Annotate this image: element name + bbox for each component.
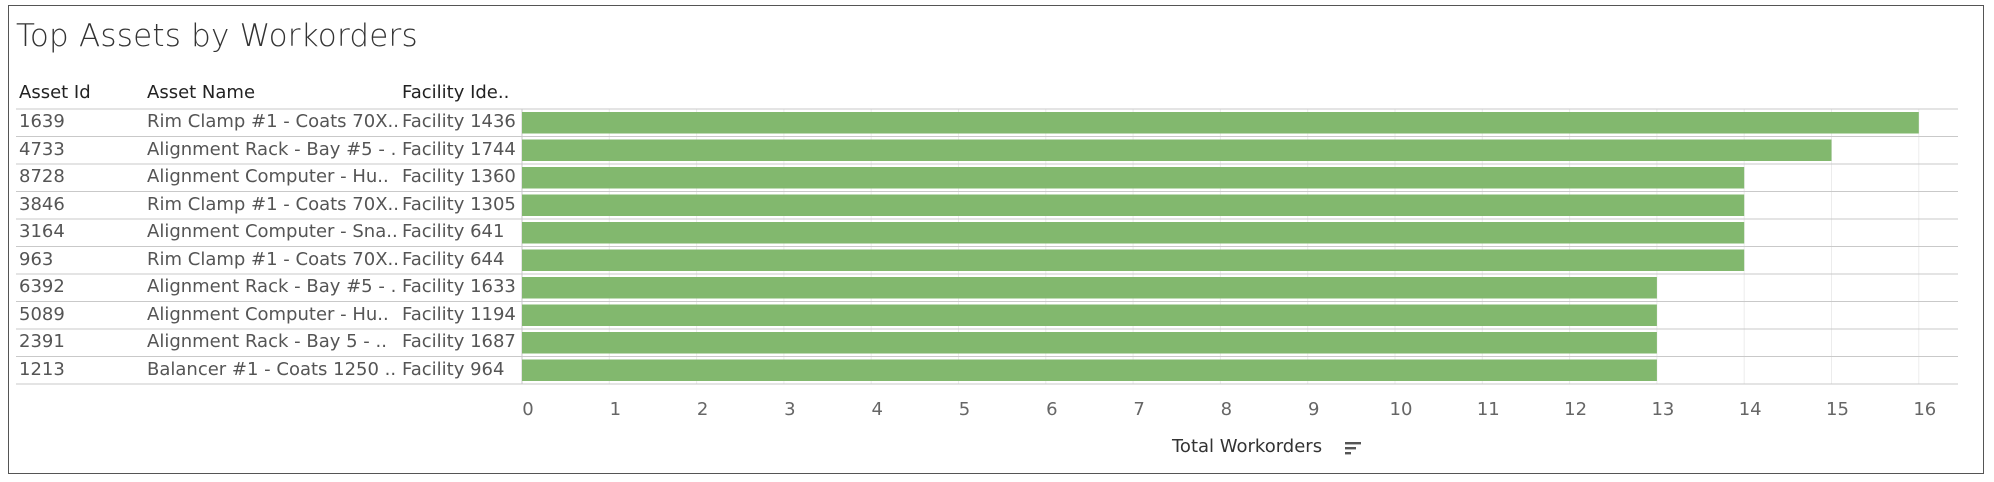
facility-cell: Facility 1436 — [402, 111, 516, 132]
asset-name-cell: Rim Clamp #1 - Coats 70X.. — [147, 248, 397, 270]
asset-name-cell: Balancer #1 - Coats 1250 .. — [147, 358, 397, 380]
x-tick-label: 2 — [697, 399, 708, 420]
asset-name-cell: Alignment Computer - Sna.. — [147, 221, 397, 242]
bar[interactable] — [522, 332, 1657, 354]
x-tick-label: 7 — [1133, 399, 1144, 420]
facility-cell: Facility 644 — [402, 248, 505, 270]
x-tick-label: 14 — [1739, 399, 1762, 420]
asset-name-cell: Alignment Rack - Bay 5 - .. — [147, 331, 387, 352]
x-tick-label: 0 — [522, 399, 533, 420]
asset-id-cell: 4733 — [19, 138, 65, 160]
x-tick-label: 12 — [1564, 399, 1587, 420]
asset-name-cell: Rim Clamp #1 - Coats 70X.. — [147, 193, 397, 215]
bar[interactable] — [522, 222, 1745, 244]
facility-cell: Facility 1194 — [402, 303, 516, 325]
bar[interactable] — [522, 139, 1832, 162]
column-header-asset-id[interactable]: Asset Id — [19, 82, 91, 103]
asset-name-cell: Alignment Computer - Hu.. — [147, 303, 389, 325]
x-tick-label: 9 — [1308, 399, 1319, 420]
x-tick-label: 15 — [1826, 399, 1849, 420]
x-tick-label: 16 — [1913, 399, 1936, 420]
x-tick-label: 5 — [959, 399, 970, 420]
bar[interactable] — [522, 359, 1657, 382]
bar[interactable] — [522, 167, 1745, 189]
asset-id-cell: 2391 — [19, 331, 65, 352]
facility-cell: Facility 1687 — [402, 331, 516, 352]
facility-cell: Facility 1633 — [402, 276, 516, 297]
x-tick-label: 6 — [1046, 399, 1057, 420]
column-header-facility[interactable]: Facility Ide.. — [402, 82, 510, 103]
facility-cell: Facility 1744 — [402, 138, 516, 160]
chart-title: Top Assets by Workorders — [16, 18, 418, 54]
asset-id-cell: 8728 — [19, 166, 65, 187]
asset-id-cell: 1213 — [19, 358, 65, 380]
asset-id-cell: 3846 — [19, 193, 65, 215]
asset-name-cell: Alignment Computer - Hu.. — [147, 166, 389, 187]
x-tick-label: 13 — [1651, 399, 1674, 420]
asset-name-cell: Alignment Rack - Bay #5 - .. — [147, 276, 397, 297]
bar[interactable] — [522, 194, 1745, 217]
asset-id-cell: 963 — [19, 248, 54, 270]
x-tick-label: 1 — [610, 399, 621, 420]
bar[interactable] — [522, 304, 1657, 327]
asset-id-cell: 1639 — [19, 111, 65, 132]
asset-id-cell: 6392 — [19, 276, 65, 297]
sort-descending-icon[interactable] — [1343, 440, 1363, 456]
x-tick-label: 8 — [1221, 399, 1232, 420]
facility-cell: Facility 964 — [402, 358, 505, 380]
column-header-asset-name[interactable]: Asset Name — [147, 82, 256, 103]
facility-cell: Facility 1305 — [402, 193, 516, 215]
bar[interactable] — [522, 277, 1657, 299]
x-tick-label: 3 — [784, 399, 795, 420]
x-tick-label: 11 — [1477, 399, 1500, 420]
asset-name-cell: Rim Clamp #1 - Coats 70X.. — [147, 111, 397, 132]
asset-id-cell: 5089 — [19, 303, 65, 325]
x-tick-label: 4 — [871, 399, 882, 420]
x-tick-label: 10 — [1390, 399, 1413, 420]
bar[interactable] — [522, 249, 1745, 272]
x-axis-title: Total Workorders — [1172, 436, 1323, 457]
facility-cell: Facility 1360 — [402, 166, 516, 187]
asset-name-cell: Alignment Rack - Bay #5 - .. — [147, 138, 397, 160]
facility-cell: Facility 641 — [402, 221, 505, 242]
asset-id-cell: 3164 — [19, 221, 65, 242]
bar[interactable] — [522, 112, 1919, 134]
